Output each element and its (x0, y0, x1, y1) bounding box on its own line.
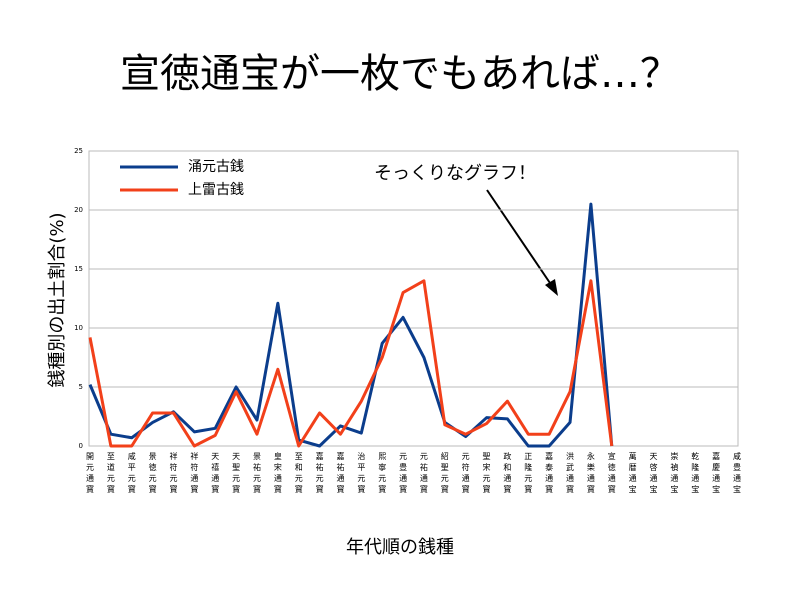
annotation: そっくりなグラフ！ (374, 163, 536, 184)
legend-label: 上雷古銭 (188, 182, 244, 198)
x-tick-label: 元豊通寳 (399, 452, 408, 496)
x-tick-label: 天啓通宝 (649, 452, 658, 496)
x-tick-label: 治平元寳 (357, 451, 366, 496)
y-tick-label: 10 (74, 324, 83, 332)
legend-label: 涌元古銭 (188, 159, 244, 175)
x-tick-label: 至道元寳 (106, 452, 115, 496)
x-tick-label: 咸平元寳 (127, 451, 136, 496)
x-tick-label: 天禧通寳 (211, 452, 220, 496)
x-tick-label: 嘉祐元寳 (315, 451, 324, 496)
x-tick-label: 政和通寳 (503, 451, 512, 496)
x-tick-label: 嘉祐通寳 (336, 451, 345, 496)
annotation-arrow (486, 189, 558, 296)
x-tick-label: 崇禎通宝 (670, 452, 679, 496)
x-tick-label: 元祐通寳 (419, 452, 428, 496)
y-tick-label: 25 (74, 147, 83, 155)
x-tick-label: 至和元寳 (294, 452, 303, 496)
x-tick-label: 嘉慶通宝 (712, 451, 721, 496)
x-tick-label: 聖宋元寳 (482, 452, 491, 496)
chart-title: 宣徳通宝が一枚でもあれば…？ (120, 51, 680, 97)
x-tick-label: 祥符元寳 (169, 451, 178, 496)
x-tick-label: 乾隆通宝 (691, 451, 700, 496)
x-tick-label: 嘉泰通寳 (545, 451, 554, 496)
x-tick-label: 正隆元寳 (524, 452, 533, 496)
x-tick-label: 永樂通寳 (586, 451, 595, 496)
x-tick-label: 皇宋通寳 (273, 451, 282, 496)
y-tick-label: 20 (74, 206, 83, 214)
x-axis-label: 年代順の銭種 (346, 537, 454, 558)
x-tick-label: 景徳元寳 (148, 452, 157, 496)
x-tick-label: 祥符通寳 (190, 451, 199, 496)
y-axis-label: 銭種別の出土割合(%) (47, 212, 68, 387)
y-tick-label: 0 (79, 442, 83, 450)
x-tick-label: 開元通寳 (86, 452, 95, 496)
x-tick-label: 洪武通寳 (566, 451, 575, 496)
x-tick-label: 咸豊通宝 (733, 451, 742, 496)
x-tick-label: 宣徳通寳 (607, 451, 616, 496)
x-tick-label: 萬暦通宝 (628, 451, 637, 496)
line-series (88, 279, 614, 448)
y-tick-label: 15 (74, 265, 83, 273)
x-tick-label: 景祐元寳 (252, 452, 261, 496)
x-tick-label: 煕寧元寳 (378, 452, 387, 496)
plot-area (88, 150, 739, 447)
x-tick-label: 天聖元寳 (232, 452, 241, 496)
y-tick-label: 5 (79, 383, 83, 391)
line-series (88, 202, 614, 448)
x-tick-label: 元符通寳 (461, 452, 470, 496)
x-tick-label: 紹聖元寳 (440, 451, 449, 496)
